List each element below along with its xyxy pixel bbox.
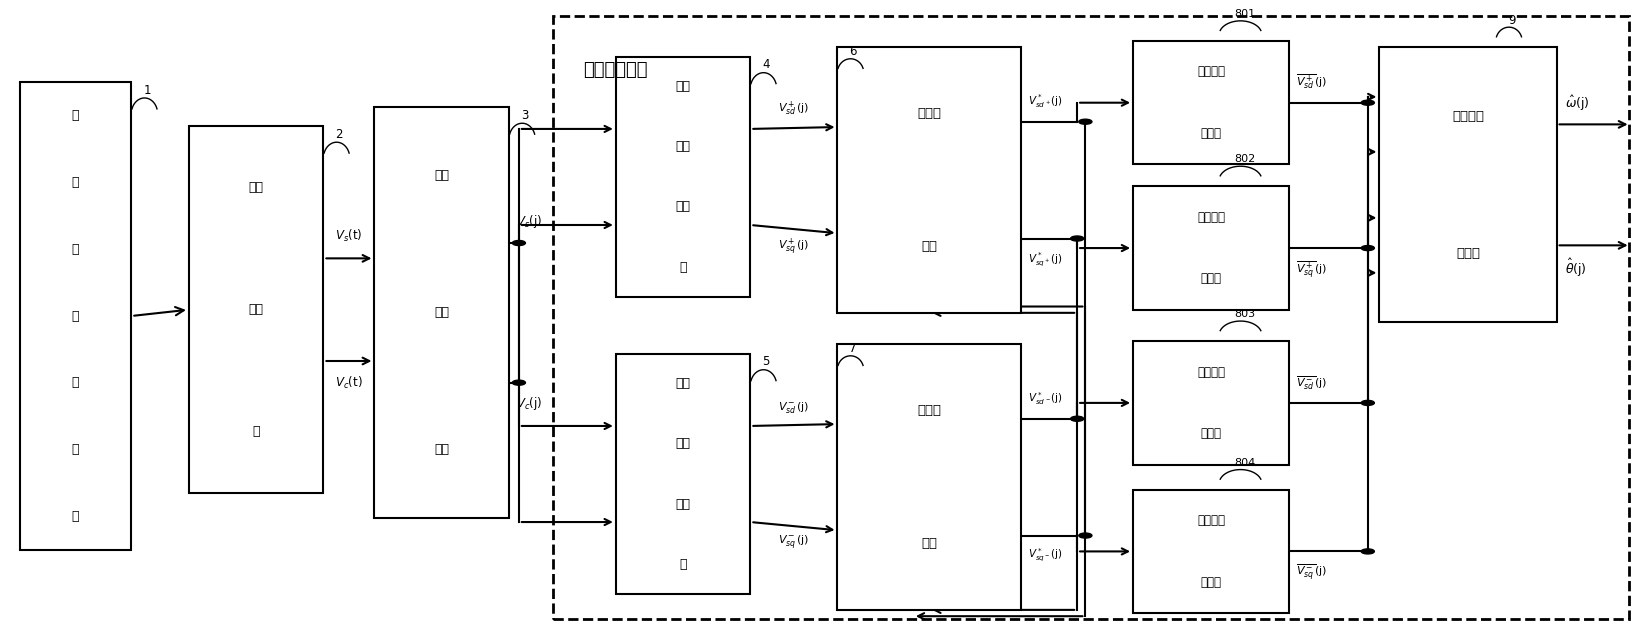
Text: $V_{sd}^+\mathrm{(j)}$: $V_{sd}^+\mathrm{(j)}$ bbox=[778, 99, 810, 118]
Bar bbox=[616, 57, 750, 297]
Text: 第三低通: 第三低通 bbox=[1197, 365, 1225, 379]
Text: 滤波器: 滤波器 bbox=[1200, 427, 1222, 441]
Text: 滤波器: 滤波器 bbox=[1200, 576, 1222, 589]
Text: 生: 生 bbox=[72, 443, 79, 456]
Text: $\overline{V_{sd}^+}\mathrm{(j)}$: $\overline{V_{sd}^+}\mathrm{(j)}$ bbox=[1296, 73, 1327, 91]
Text: 变换: 变换 bbox=[675, 200, 691, 214]
Text: 器: 器 bbox=[680, 260, 686, 274]
Text: 解算器: 解算器 bbox=[1456, 247, 1479, 260]
Text: 电: 电 bbox=[72, 176, 79, 189]
Circle shape bbox=[1361, 549, 1374, 554]
Circle shape bbox=[512, 241, 525, 246]
Text: $V_c\mathrm{(t)}$: $V_c\mathrm{(t)}$ bbox=[335, 375, 363, 391]
Text: 器: 器 bbox=[680, 557, 686, 571]
Text: 耦器: 耦器 bbox=[921, 537, 938, 550]
Bar bbox=[189, 126, 323, 493]
Bar bbox=[1379, 47, 1557, 322]
Text: 802: 802 bbox=[1235, 154, 1256, 164]
Text: 4: 4 bbox=[762, 58, 770, 71]
Text: $V_s\mathrm{(t)}$: $V_s\mathrm{(t)}$ bbox=[335, 228, 363, 245]
Text: $\overline{V_{sd}^-}\mathrm{(j)}$: $\overline{V_{sd}^-}\mathrm{(j)}$ bbox=[1296, 374, 1327, 392]
Text: 3: 3 bbox=[521, 109, 529, 122]
Circle shape bbox=[1071, 416, 1084, 422]
Circle shape bbox=[512, 380, 525, 386]
Text: 信号: 信号 bbox=[248, 181, 264, 194]
Text: 6: 6 bbox=[849, 46, 857, 58]
Text: 变换: 变换 bbox=[675, 497, 691, 511]
Circle shape bbox=[1079, 533, 1092, 538]
Bar bbox=[1133, 490, 1289, 613]
Text: $V_{sd^-}^*\mathrm{(j)}$: $V_{sd^-}^*\mathrm{(j)}$ bbox=[1028, 391, 1062, 408]
Bar bbox=[1133, 41, 1289, 164]
Bar bbox=[837, 47, 1021, 313]
Text: 器: 器 bbox=[253, 425, 259, 439]
Text: $V_{sd^+}^*\mathrm{(j)}$: $V_{sd^+}^*\mathrm{(j)}$ bbox=[1028, 93, 1062, 111]
Text: 第二低通: 第二低通 bbox=[1197, 210, 1225, 224]
Text: 磁: 磁 bbox=[72, 109, 79, 122]
Text: 信: 信 bbox=[72, 243, 79, 256]
Bar bbox=[553, 16, 1629, 619]
Text: 1: 1 bbox=[143, 83, 151, 97]
Text: $V_{sd}^-\mathrm{(j)}$: $V_{sd}^-\mathrm{(j)}$ bbox=[778, 399, 810, 415]
Text: 第四低通: 第四低通 bbox=[1197, 514, 1225, 527]
Bar bbox=[837, 344, 1021, 610]
Text: 正向解: 正向解 bbox=[918, 107, 941, 120]
Text: 反向: 反向 bbox=[675, 377, 691, 391]
Bar bbox=[616, 354, 750, 594]
Circle shape bbox=[1361, 401, 1374, 406]
Text: $\hat{\omega}\mathrm{(j)}$: $\hat{\omega}\mathrm{(j)}$ bbox=[1565, 94, 1589, 113]
Text: 9: 9 bbox=[1507, 14, 1516, 27]
Circle shape bbox=[1361, 100, 1374, 105]
Text: $V_s\mathrm{(j)}$: $V_s\mathrm{(j)}$ bbox=[516, 214, 542, 231]
Text: $V_{sq}^-\mathrm{(j)}$: $V_{sq}^-\mathrm{(j)}$ bbox=[778, 533, 810, 551]
Text: 帕克: 帕克 bbox=[675, 140, 691, 154]
Text: 803: 803 bbox=[1235, 309, 1256, 319]
Text: 模块: 模块 bbox=[433, 443, 450, 456]
Text: $\overline{V_{sq}^-}\mathrm{(j)}$: $\overline{V_{sq}^-}\mathrm{(j)}$ bbox=[1296, 563, 1327, 583]
Text: $V_c\mathrm{(j)}$: $V_c\mathrm{(j)}$ bbox=[516, 396, 542, 412]
Text: 801: 801 bbox=[1235, 9, 1256, 19]
Text: 第一低通: 第一低通 bbox=[1197, 65, 1225, 78]
Text: 7: 7 bbox=[849, 343, 857, 355]
Text: 信号处理单元: 信号处理单元 bbox=[583, 61, 647, 78]
Bar bbox=[1133, 186, 1289, 310]
Text: 2: 2 bbox=[335, 128, 343, 141]
Text: 正向: 正向 bbox=[675, 80, 691, 94]
Text: 信号: 信号 bbox=[433, 169, 450, 183]
Text: 804: 804 bbox=[1235, 458, 1256, 468]
Text: 器: 器 bbox=[72, 510, 79, 523]
Text: 滤波器: 滤波器 bbox=[1200, 272, 1222, 286]
Text: 运动信息: 运动信息 bbox=[1452, 109, 1484, 123]
Circle shape bbox=[1361, 245, 1374, 251]
Text: 采集: 采集 bbox=[433, 307, 450, 319]
Text: 5: 5 bbox=[762, 355, 770, 368]
Text: $\overline{V_{sq}^+}\mathrm{(j)}$: $\overline{V_{sq}^+}\mathrm{(j)}$ bbox=[1296, 259, 1327, 281]
Text: 反向解: 反向解 bbox=[918, 404, 941, 417]
Bar bbox=[374, 107, 509, 518]
Bar bbox=[20, 82, 131, 550]
Text: $V_{sq^+}^*\mathrm{(j)}$: $V_{sq^+}^*\mathrm{(j)}$ bbox=[1028, 250, 1062, 268]
Text: 调理: 调理 bbox=[248, 303, 264, 316]
Text: 滤波器: 滤波器 bbox=[1200, 127, 1222, 140]
Circle shape bbox=[1071, 236, 1084, 241]
Text: $V_{sq}^+\mathrm{(j)}$: $V_{sq}^+\mathrm{(j)}$ bbox=[778, 236, 810, 257]
Text: 号: 号 bbox=[72, 310, 79, 322]
Circle shape bbox=[1079, 119, 1092, 125]
Text: $V_{sq^-}^*\mathrm{(j)}$: $V_{sq^-}^*\mathrm{(j)}$ bbox=[1028, 547, 1062, 564]
Text: 发: 发 bbox=[72, 376, 79, 389]
Text: 帕克: 帕克 bbox=[675, 437, 691, 451]
Bar bbox=[1133, 341, 1289, 465]
Text: 耦器: 耦器 bbox=[921, 240, 938, 253]
Text: $\hat{\theta}\mathrm{(j)}$: $\hat{\theta}\mathrm{(j)}$ bbox=[1565, 257, 1586, 279]
